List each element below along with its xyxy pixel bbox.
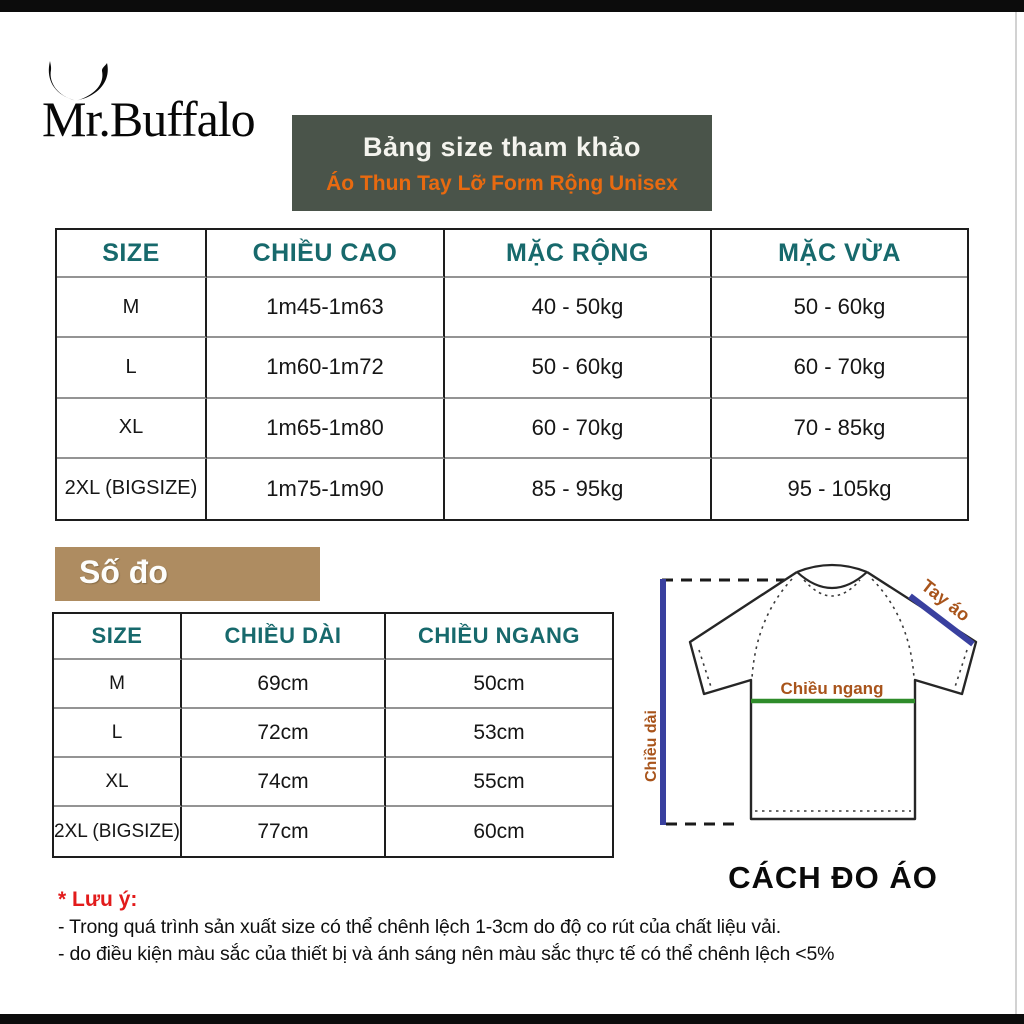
table-cell: 1m45-1m63: [207, 278, 445, 339]
table-row: XL 74cm 55cm: [54, 758, 612, 807]
note-item: - do điều kiện màu sắc của thiết bị và á…: [58, 943, 835, 965]
measurement-section-header: Số đo: [55, 547, 320, 601]
notes-title: * Lưu ý:: [58, 888, 138, 911]
table-header-row: SIZE CHIỀU DÀI CHIỀU NGANG: [54, 614, 612, 660]
table-row: 2XL (BIGSIZE) 77cm 60cm: [54, 807, 612, 856]
table-cell: 50 - 60kg: [445, 338, 712, 399]
top-border-bar: [0, 0, 1024, 12]
table-cell: 72cm: [182, 709, 386, 758]
width-label: Chiều ngang: [781, 679, 884, 698]
table-cell: 69cm: [182, 660, 386, 709]
table-header-row: SIZE CHIỀU CAO MẶC RỘNG MẶC VỪA: [57, 230, 967, 279]
table-cell: XL: [54, 758, 182, 807]
table-cell: 1m75-1m90: [207, 458, 445, 519]
collar-top-line: [796, 563, 868, 574]
table-row: M 69cm 50cm: [54, 660, 612, 709]
page-subtitle: Áo Thun Tay Lỡ Form Rộng Unisex: [326, 172, 678, 195]
table-cell: 70 - 85kg: [712, 399, 967, 459]
col-header-length: CHIỀU DÀI: [182, 614, 386, 660]
table-cell: XL: [57, 398, 207, 459]
table-row: L 72cm 53cm: [54, 709, 612, 758]
table-cell: 60cm: [473, 819, 525, 843]
table-cell: 1m60-1m72: [207, 338, 445, 399]
table-cell: 53cm: [386, 709, 612, 758]
table-cell: 60 - 70kg: [712, 338, 967, 399]
size-reference-table: SIZE CHIỀU CAO MẶC RỘNG MẶC VỪA M 1m45-1…: [55, 228, 969, 521]
table-row: XL 1m65-1m80 60 - 70kg 70 - 85kg: [57, 398, 967, 459]
length-label: Chiều dài: [643, 710, 660, 782]
table-row: L 1m60-1m72 50 - 60kg 60 - 70kg: [57, 338, 967, 399]
tshirt-outline: [688, 570, 978, 821]
bottom-border-bar: [0, 1014, 1024, 1024]
table-cell: 55cm: [386, 758, 612, 807]
page-title: Bảng size tham khảo: [362, 132, 642, 162]
notes-section: * Lưu ý: - Trong quá trình sản xuất size…: [58, 888, 988, 966]
table-cell: 95 - 105kg: [787, 475, 892, 501]
table-cell: L: [57, 338, 207, 399]
table-cell: 2XL (BIGSIZE): [54, 807, 182, 856]
collar-front-line: [796, 571, 868, 590]
table-cell: M: [57, 278, 207, 339]
table-cell: M: [54, 660, 182, 709]
table-cell: 74cm: [182, 758, 386, 807]
right-edge-line: [1015, 12, 1017, 1014]
col-header-loose-fit: MẶC RỘNG: [445, 230, 712, 279]
table-cell: 50 - 60kg: [712, 278, 967, 339]
col-header-size: SIZE: [54, 614, 182, 660]
col-header-size: SIZE: [57, 230, 207, 279]
col-header-regular-fit: MẶC VỪA: [712, 230, 967, 279]
measurement-table: SIZE CHIỀU DÀI CHIỀU NGANG M 69cm 50cm L…: [52, 612, 614, 858]
diagram-caption: CÁCH ĐO ÁO: [728, 860, 938, 895]
tshirt-measure-diagram: Chiều ngang Chiều dài Tay áo: [643, 563, 978, 826]
table-cell: 50cm: [386, 660, 612, 709]
table-cell: 77cm: [182, 807, 386, 856]
table-cell: 40 - 50kg: [445, 278, 712, 339]
col-header-width: CHIỀU NGANG: [386, 614, 612, 660]
col-header-height: CHIỀU CAO: [207, 230, 445, 279]
collar-stitch-line: [803, 579, 861, 597]
measurement-section-label: Số đo: [79, 554, 168, 590]
table-cell: 1m65-1m80: [207, 398, 445, 459]
table-cell: 2XL (BIGSIZE): [57, 458, 207, 519]
brand-name: Mr.Buffalo: [42, 91, 256, 147]
table-cell: 85 - 95kg: [445, 458, 712, 519]
table-cell: 60 - 70kg: [445, 398, 712, 459]
header-box: Bảng size tham khảo Áo Thun Tay Lỡ Form …: [292, 115, 712, 211]
bull-horns-icon: [48, 61, 108, 101]
sleeve-measure-line: [908, 593, 975, 647]
table-cell: L: [54, 709, 182, 758]
note-item: - Trong quá trình sản xuất size có thể c…: [58, 916, 781, 938]
table-row: M 1m45-1m63 40 - 50kg 50 - 60kg: [57, 278, 967, 339]
table-row: 2XL (BIGSIZE) 1m75-1m90 85 - 95kg 95 - 1…: [57, 458, 967, 519]
